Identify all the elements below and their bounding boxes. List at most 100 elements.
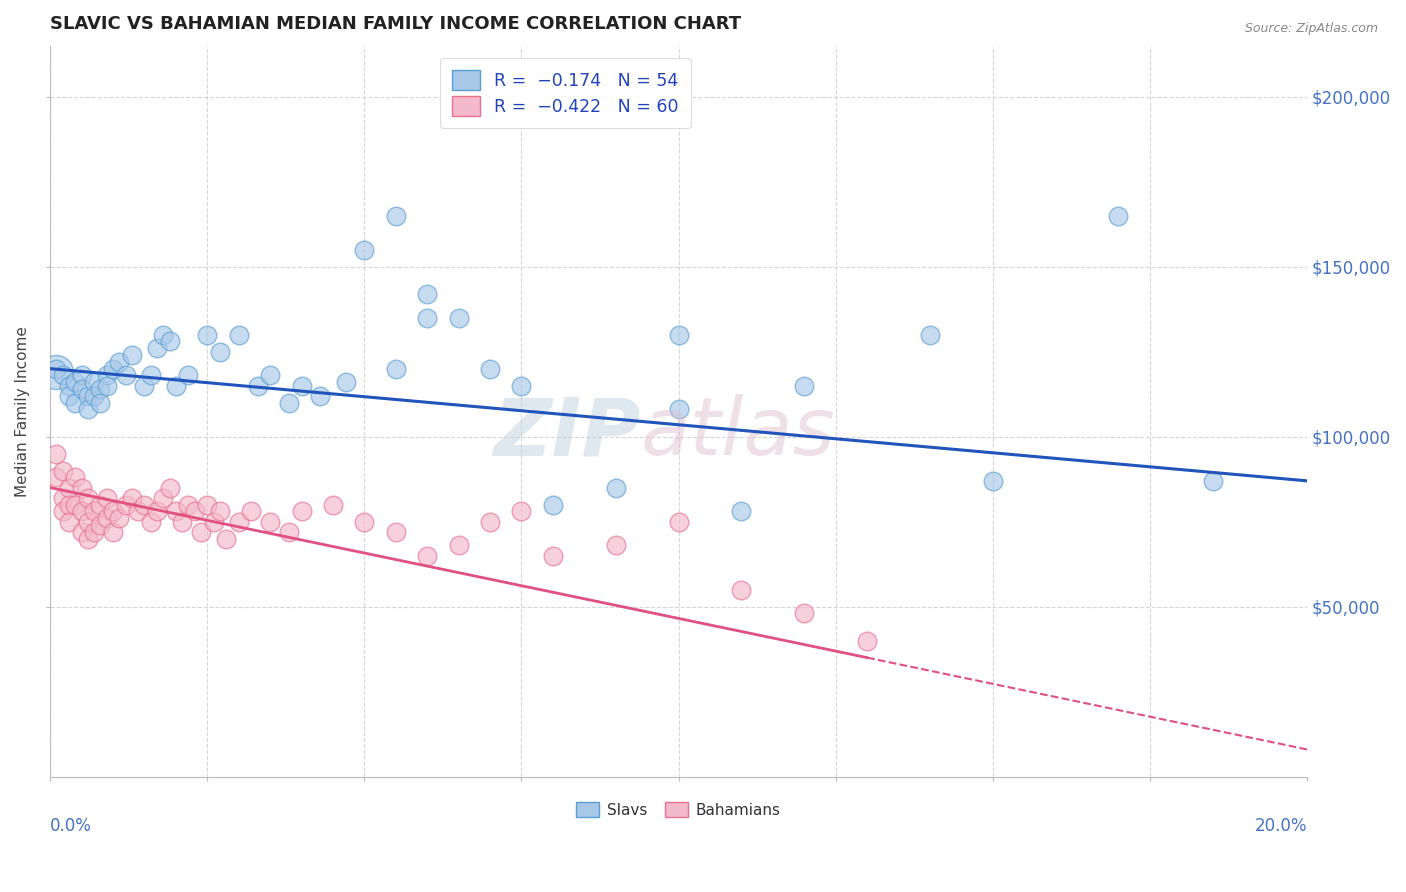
- Point: [353, 515, 375, 529]
- Point: [856, 633, 879, 648]
- Point: [228, 515, 250, 529]
- Point: [479, 361, 502, 376]
- Point: [65, 498, 87, 512]
- Text: SLAVIC VS BAHAMIAN MEDIAN FAMILY INCOME CORRELATION CHART: SLAVIC VS BAHAMIAN MEDIAN FAMILY INCOME …: [51, 15, 741, 33]
- Point: [52, 491, 75, 505]
- Point: [114, 498, 136, 512]
- Point: [96, 491, 118, 505]
- Point: [121, 348, 143, 362]
- Point: [384, 361, 406, 376]
- Point: [416, 286, 439, 301]
- Text: ZIP: ZIP: [494, 394, 641, 472]
- Point: [322, 498, 344, 512]
- Y-axis label: Median Family Income: Median Family Income: [15, 326, 30, 497]
- Point: [353, 243, 375, 257]
- Point: [159, 481, 181, 495]
- Point: [605, 538, 627, 552]
- Point: [290, 504, 312, 518]
- Point: [70, 504, 93, 518]
- Point: [259, 368, 281, 383]
- Point: [668, 402, 690, 417]
- Point: [58, 498, 80, 512]
- Point: [101, 504, 124, 518]
- Point: [309, 389, 332, 403]
- Point: [152, 491, 174, 505]
- Point: [58, 515, 80, 529]
- Point: [146, 341, 169, 355]
- Point: [89, 518, 111, 533]
- Point: [101, 361, 124, 376]
- Point: [335, 376, 357, 390]
- Point: [541, 549, 564, 563]
- Text: Source: ZipAtlas.com: Source: ZipAtlas.com: [1244, 22, 1378, 36]
- Point: [918, 327, 941, 342]
- Point: [177, 498, 200, 512]
- Point: [139, 515, 162, 529]
- Point: [52, 368, 75, 383]
- Point: [70, 382, 93, 396]
- Point: [165, 378, 187, 392]
- Point: [83, 376, 105, 390]
- Point: [208, 504, 231, 518]
- Point: [246, 378, 269, 392]
- Point: [76, 389, 98, 403]
- Point: [96, 378, 118, 392]
- Point: [208, 344, 231, 359]
- Point: [76, 515, 98, 529]
- Point: [668, 515, 690, 529]
- Point: [202, 515, 225, 529]
- Legend: Slavs, Bahamians: Slavs, Bahamians: [569, 796, 787, 824]
- Point: [190, 524, 212, 539]
- Point: [65, 470, 87, 484]
- Text: atlas: atlas: [641, 394, 835, 472]
- Point: [58, 481, 80, 495]
- Point: [730, 582, 752, 597]
- Point: [146, 504, 169, 518]
- Point: [730, 504, 752, 518]
- Point: [605, 481, 627, 495]
- Point: [278, 524, 301, 539]
- Point: [52, 504, 75, 518]
- Point: [76, 491, 98, 505]
- Point: [384, 209, 406, 223]
- Point: [108, 511, 131, 525]
- Point: [121, 491, 143, 505]
- Point: [541, 498, 564, 512]
- Point: [89, 382, 111, 396]
- Point: [793, 607, 815, 621]
- Point: [165, 504, 187, 518]
- Point: [70, 524, 93, 539]
- Point: [70, 481, 93, 495]
- Point: [240, 504, 263, 518]
- Point: [981, 474, 1004, 488]
- Point: [195, 498, 218, 512]
- Point: [65, 395, 87, 409]
- Point: [65, 376, 87, 390]
- Point: [195, 327, 218, 342]
- Point: [152, 327, 174, 342]
- Point: [447, 310, 470, 325]
- Point: [183, 504, 205, 518]
- Point: [278, 395, 301, 409]
- Point: [76, 532, 98, 546]
- Point: [228, 327, 250, 342]
- Point: [83, 504, 105, 518]
- Point: [177, 368, 200, 383]
- Point: [58, 378, 80, 392]
- Point: [76, 402, 98, 417]
- Point: [1202, 474, 1225, 488]
- Point: [58, 389, 80, 403]
- Point: [96, 368, 118, 383]
- Point: [172, 515, 194, 529]
- Point: [510, 378, 533, 392]
- Point: [447, 538, 470, 552]
- Point: [96, 511, 118, 525]
- Text: 0.0%: 0.0%: [51, 817, 91, 835]
- Point: [159, 334, 181, 349]
- Point: [52, 464, 75, 478]
- Point: [1108, 209, 1130, 223]
- Point: [416, 310, 439, 325]
- Point: [89, 498, 111, 512]
- Point: [83, 524, 105, 539]
- Point: [89, 395, 111, 409]
